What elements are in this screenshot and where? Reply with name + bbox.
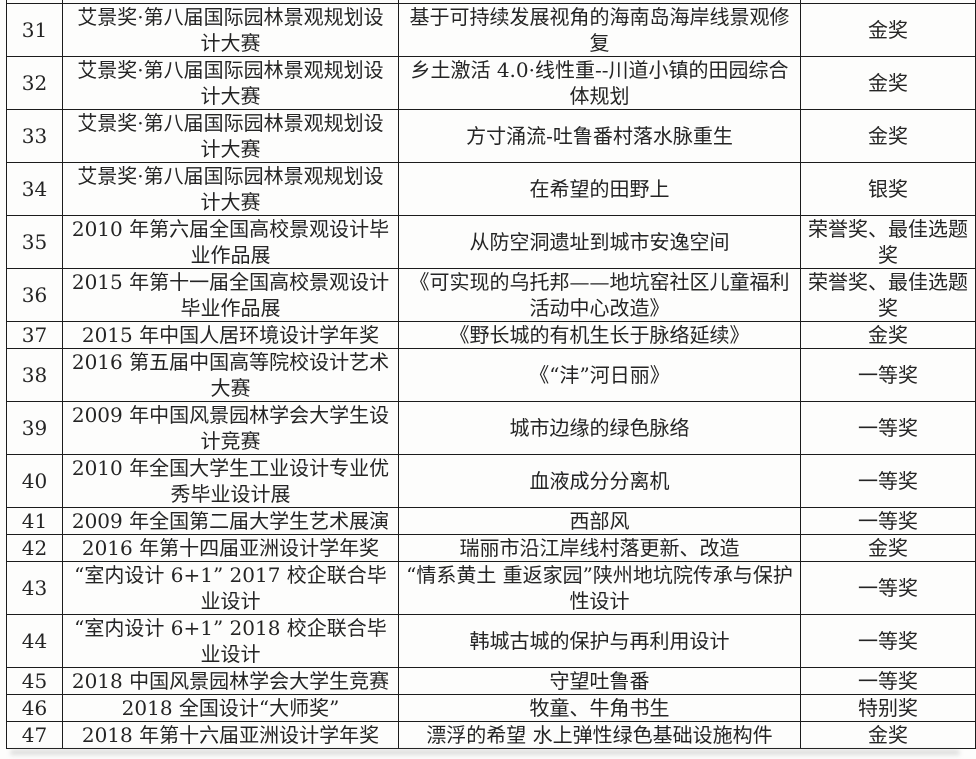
page-bottom-shadow	[10, 750, 960, 757]
row-number-cell: 38	[6, 348, 63, 402]
row-number-cell: 39	[6, 401, 63, 455]
row-number-cell: 43	[6, 561, 63, 615]
row-number-cell: 40	[6, 454, 63, 508]
table-row: 32 艾景奖·第八届国际园林景观规划设计大赛 乡土激活 4.0·线性重--川道小镇的…	[6, 56, 976, 110]
competition-cell: 2010 年第六届全国高校景观设计毕业作品展	[62, 215, 399, 269]
row-number-cell: 33	[6, 109, 63, 163]
table-row: 42 2016 年第十四届亚洲设计学年奖 瑞丽市沿江岸线村落更新、改造 金奖	[6, 534, 976, 562]
project-cell: 《可实现的乌托邦——地坑窑社区儿童福利活动中心改造》	[398, 268, 801, 322]
award-cell: 一等奖	[800, 614, 976, 668]
project-cell: 方寸涌流-吐鲁番村落水脉重生	[398, 109, 801, 163]
project-cell: 《“沣”河日丽》	[398, 348, 801, 402]
project-cell: 漂浮的希望 水上弹性绿色基础设施构件	[398, 721, 801, 749]
award-cell: 一等奖	[800, 454, 976, 508]
awards-table-body: 31 艾景奖·第八届国际园林景观规划设计大赛 基于可持续发展视角的海南岛海岸线景观修…	[6, 0, 976, 749]
row-number-cell: 45	[6, 667, 63, 695]
competition-cell: 2015 年中国人居环境设计学年奖	[62, 321, 399, 349]
award-cell: 金奖	[800, 3, 976, 57]
table-row: 40 2010 年全国大学生工业设计专业优秀毕业设计展 血液成分分离机 一等奖	[6, 454, 976, 508]
table-row: 43 “室内设计 6+1” 2017 校企联合毕业设计 “情系黄土 重返家园”陕州地…	[6, 561, 976, 615]
table-row: 33 艾景奖·第八届国际园林景观规划设计大赛 方寸涌流-吐鲁番村落水脉重生 金奖	[6, 109, 976, 163]
project-cell: 血液成分分离机	[398, 454, 801, 508]
project-cell: 从防空洞遗址到城市安逸空间	[398, 215, 801, 269]
table-row: 44 “室内设计 6+1” 2018 校企联合毕业设计 韩城古城的保护与再利用设计一…	[6, 614, 976, 668]
row-number-cell: 37	[6, 321, 63, 349]
awards-table: 31 艾景奖·第八届国际园林景观规划设计大赛 基于可持续发展视角的海南岛海岸线景观修…	[6, 0, 976, 749]
award-cell: 一等奖	[800, 507, 976, 535]
project-cell: “情系黄土 重返家园”陕州地坑院传承与保护性设计	[398, 561, 801, 615]
competition-cell: 2016 第五届中国高等院校设计艺术大赛	[62, 348, 399, 402]
table-row: 47 2018 年第十六届亚洲设计学年奖 漂浮的希望 水上弹性绿色基础设施构件 金奖	[6, 721, 976, 749]
competition-cell: “室内设计 6+1” 2018 校企联合毕业设计	[62, 614, 399, 668]
competition-cell: 2009 年中国风景园林学会大学生设计竞赛	[62, 401, 399, 455]
row-number-cell: 44	[6, 614, 63, 668]
row-number-cell: 32	[6, 56, 63, 110]
table-row: 45 2018 中国风景园林学会大学生竞赛 守望吐鲁番 一等奖	[6, 667, 976, 695]
project-cell: 西部风	[398, 507, 801, 535]
competition-cell: 艾景奖·第八届国际园林景观规划设计大赛	[62, 56, 399, 110]
row-number-cell: 42	[6, 534, 63, 562]
project-cell: 韩城古城的保护与再利用设计	[398, 614, 801, 668]
competition-cell: “室内设计 6+1” 2017 校企联合毕业设计	[62, 561, 399, 615]
award-cell: 一等奖	[800, 667, 976, 695]
project-cell: 瑞丽市沿江岸线村落更新、改造	[398, 534, 801, 562]
project-cell: 在希望的田野上	[398, 162, 801, 216]
row-number-cell: 34	[6, 162, 63, 216]
competition-cell: 2016 年第十四届亚洲设计学年奖	[62, 534, 399, 562]
award-cell: 金奖	[800, 56, 976, 110]
table-row: 34 艾景奖·第八届国际园林景观规划设计大赛 在希望的田野上 银奖	[6, 162, 976, 216]
table-row: 37 2015 年中国人居环境设计学年奖 《野长城的有机生长于脉络延续》 金奖	[6, 321, 976, 349]
table-row: 39 2009 年中国风景园林学会大学生设计竞赛 城市边缘的绿色脉络 一等奖	[6, 401, 976, 455]
row-number-cell: 41	[6, 507, 63, 535]
row-number-cell: 46	[6, 694, 63, 722]
award-cell: 金奖	[800, 534, 976, 562]
competition-cell: 2018 中国风景园林学会大学生竞赛	[62, 667, 399, 695]
award-cell: 特别奖	[800, 694, 976, 722]
row-number-cell: 35	[6, 215, 63, 269]
award-cell: 一等奖	[800, 561, 976, 615]
competition-cell: 2018 年第十六届亚洲设计学年奖	[62, 721, 399, 749]
project-cell: 基于可持续发展视角的海南岛海岸线景观修复	[398, 3, 801, 57]
award-cell: 银奖	[800, 162, 976, 216]
row-number-cell: 36	[6, 268, 63, 322]
project-cell: 乡土激活 4.0·线性重--川道小镇的田园综合体规划	[398, 56, 801, 110]
competition-cell: 艾景奖·第八届国际园林景观规划设计大赛	[62, 109, 399, 163]
project-cell: 守望吐鲁番	[398, 667, 801, 695]
table-row: 41 2009 年全国第二届大学生艺术展演 西部风 一等奖	[6, 507, 976, 535]
competition-cell: 艾景奖·第八届国际园林景观规划设计大赛	[62, 3, 399, 57]
row-number-cell: 47	[6, 721, 63, 749]
award-cell: 荣誉奖、最佳选题奖	[800, 215, 976, 269]
competition-cell: 2018 全国设计“大师奖”	[62, 694, 399, 722]
competition-cell: 2009 年全国第二届大学生艺术展演	[62, 507, 399, 535]
award-cell: 金奖	[800, 109, 976, 163]
table-row: 36 2015 年第十一届全国高校景观设计毕业作品展 《可实现的乌托邦——地坑窑社区…	[6, 268, 976, 322]
competition-cell: 艾景奖·第八届国际园林景观规划设计大赛	[62, 162, 399, 216]
award-cell: 荣誉奖、最佳选题奖	[800, 268, 976, 322]
award-cell: 金奖	[800, 721, 976, 749]
project-cell: 城市边缘的绿色脉络	[398, 401, 801, 455]
table-row: 31 艾景奖·第八届国际园林景观规划设计大赛 基于可持续发展视角的海南岛海岸线景观修…	[6, 3, 976, 57]
table-row: 38 2016 第五届中国高等院校设计艺术大赛 《“沣”河日丽》 一等奖	[6, 348, 976, 402]
project-cell: 《野长城的有机生长于脉络延续》	[398, 321, 801, 349]
project-cell: 牧童、牛角书生	[398, 694, 801, 722]
row-number-cell: 31	[6, 3, 63, 57]
award-cell: 金奖	[800, 321, 976, 349]
table-row: 46 2018 全国设计“大师奖” 牧童、牛角书生 特别奖	[6, 694, 976, 722]
table-row: 35 2010 年第六届全国高校景观设计毕业作品展 从防空洞遗址到城市安逸空间 荣誉奖…	[6, 215, 976, 269]
award-cell: 一等奖	[800, 401, 976, 455]
award-cell: 一等奖	[800, 348, 976, 402]
competition-cell: 2015 年第十一届全国高校景观设计毕业作品展	[62, 268, 399, 322]
competition-cell: 2010 年全国大学生工业设计专业优秀毕业设计展	[62, 454, 399, 508]
